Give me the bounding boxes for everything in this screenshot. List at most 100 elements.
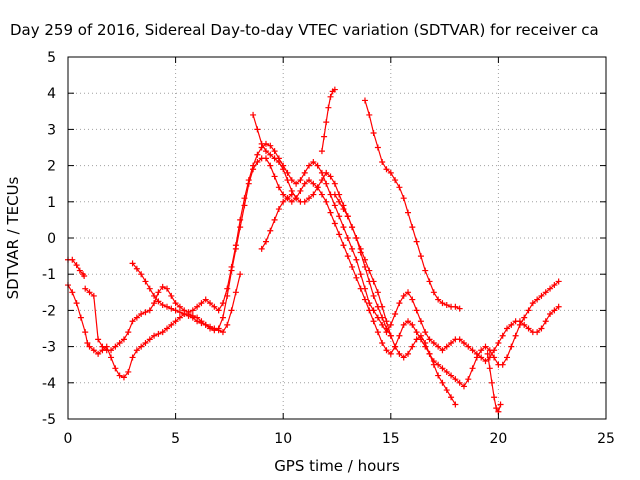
data-point-marker xyxy=(370,307,377,314)
data-point-marker xyxy=(176,314,183,321)
data-point-marker xyxy=(155,330,162,337)
data-point-marker xyxy=(497,401,504,408)
data-point-marker xyxy=(138,271,145,278)
series-layer xyxy=(65,86,562,415)
data-point-marker xyxy=(448,372,455,379)
chart-title: Day 259 of 2016, Sidereal Day-to-day VTE… xyxy=(10,21,599,39)
data-point-marker xyxy=(228,263,235,270)
data-point-marker xyxy=(181,311,188,318)
data-point-marker xyxy=(125,368,132,375)
data-point-marker xyxy=(357,271,364,278)
data-point-marker xyxy=(435,343,442,350)
data-point-marker xyxy=(280,166,287,173)
y-tick-label: -1 xyxy=(42,267,56,283)
data-point-marker xyxy=(379,321,386,328)
data-point-marker xyxy=(555,278,562,285)
data-point-marker xyxy=(547,311,554,318)
data-point-marker xyxy=(538,325,545,332)
data-point-marker xyxy=(151,332,158,339)
data-point-marker xyxy=(379,158,386,165)
data-point-marker xyxy=(202,296,209,303)
data-point-marker xyxy=(232,242,239,249)
data-point-marker xyxy=(521,314,528,321)
data-point-marker xyxy=(194,318,201,325)
data-point-marker xyxy=(331,180,338,187)
data-point-marker xyxy=(413,329,420,336)
data-point-marker xyxy=(241,195,248,202)
data-point-marker xyxy=(163,325,170,332)
data-point-marker xyxy=(306,162,313,169)
data-point-marker xyxy=(219,314,226,321)
data-point-marker xyxy=(379,303,386,310)
data-point-marker xyxy=(301,198,308,205)
data-point-marker xyxy=(344,253,351,260)
data-point-marker xyxy=(374,329,381,336)
data-point-marker xyxy=(417,318,424,325)
data-point-marker xyxy=(426,278,433,285)
data-point-marker xyxy=(82,285,89,292)
data-point-marker xyxy=(417,253,424,260)
data-point-marker xyxy=(280,198,287,205)
data-point-marker xyxy=(69,289,76,296)
data-point-marker xyxy=(224,285,231,292)
data-point-marker xyxy=(293,195,300,202)
data-point-marker xyxy=(349,263,356,270)
data-point-marker xyxy=(237,216,244,223)
data-point-marker xyxy=(120,336,127,343)
data-point-marker xyxy=(321,133,328,140)
data-point-marker xyxy=(318,148,325,155)
data-point-marker xyxy=(366,300,373,307)
data-point-marker xyxy=(215,327,222,334)
data-series xyxy=(258,191,295,252)
data-point-marker xyxy=(340,206,347,213)
data-point-marker xyxy=(387,332,394,339)
data-point-marker xyxy=(504,325,511,332)
data-point-marker xyxy=(258,245,265,252)
series-line xyxy=(84,143,560,362)
data-point-marker xyxy=(430,361,437,368)
data-point-marker xyxy=(435,372,442,379)
y-tick-label: 1 xyxy=(47,195,56,211)
data-series xyxy=(82,140,562,365)
data-point-marker xyxy=(120,374,127,381)
data-point-marker xyxy=(237,271,244,278)
data-point-marker xyxy=(542,318,549,325)
data-point-marker xyxy=(84,339,91,346)
data-point-marker xyxy=(155,298,162,305)
data-series xyxy=(484,350,504,415)
data-point-marker xyxy=(396,350,403,357)
data-point-marker xyxy=(146,336,153,343)
data-point-marker xyxy=(219,329,226,336)
data-point-marker xyxy=(168,305,175,312)
data-point-marker xyxy=(327,209,334,216)
data-point-marker xyxy=(146,285,153,292)
data-point-marker xyxy=(405,289,412,296)
data-point-marker xyxy=(443,343,450,350)
data-point-marker xyxy=(374,289,381,296)
x-tick-label: 25 xyxy=(597,431,615,447)
data-point-marker xyxy=(370,130,377,137)
data-point-marker xyxy=(288,191,295,198)
data-point-marker xyxy=(280,191,287,198)
data-point-marker xyxy=(138,311,145,318)
grid xyxy=(68,57,606,419)
data-point-marker xyxy=(228,307,235,314)
data-point-marker xyxy=(271,173,278,180)
data-point-marker xyxy=(163,285,170,292)
data-point-marker xyxy=(396,332,403,339)
data-point-marker xyxy=(176,309,183,316)
data-point-marker xyxy=(508,321,515,328)
data-point-marker xyxy=(297,177,304,184)
data-point-marker xyxy=(400,195,407,202)
data-point-marker xyxy=(534,329,541,336)
data-point-marker xyxy=(90,292,97,299)
x-tick-label: 5 xyxy=(171,431,180,447)
data-point-marker xyxy=(361,263,368,270)
data-point-marker xyxy=(353,235,360,241)
data-series xyxy=(129,260,244,336)
data-point-marker xyxy=(275,158,282,165)
x-tick-label: 20 xyxy=(489,431,507,447)
data-point-marker xyxy=(383,347,390,354)
data-point-marker xyxy=(168,292,175,299)
data-point-marker xyxy=(133,314,140,321)
